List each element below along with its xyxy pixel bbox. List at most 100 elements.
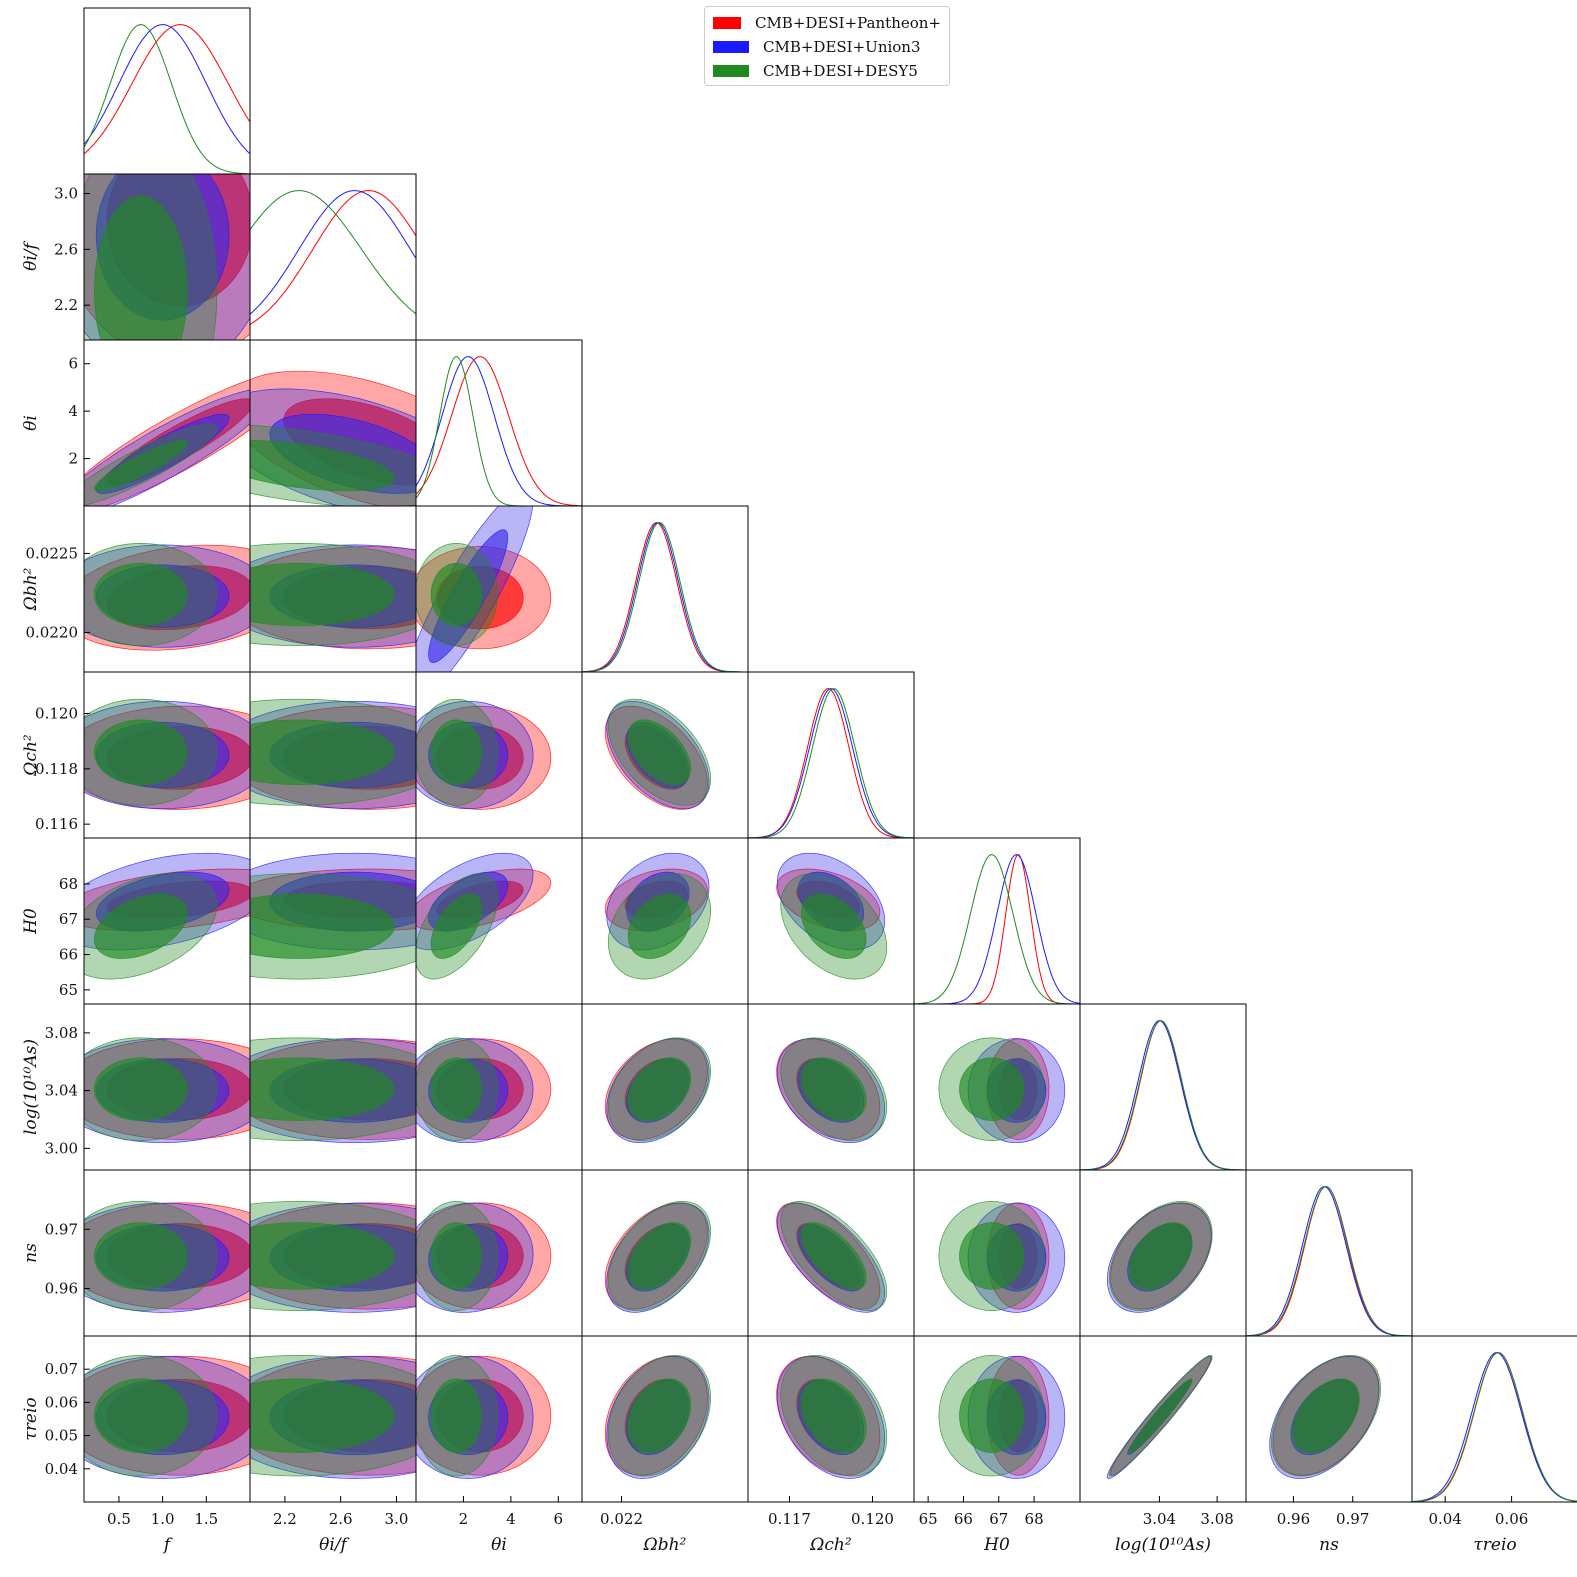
y-tick-label-logA: 3.08 — [45, 1024, 78, 1042]
panel-ns-theta_i — [416, 1200, 552, 1313]
panel-frame — [1411, 1335, 1577, 1503]
panel-omega_c-omega_b — [604, 698, 711, 810]
panel-frame — [1079, 1003, 1247, 1171]
panel-logA-omega_b — [604, 1037, 711, 1144]
marginal-curve-tau-0 — [1412, 1352, 1577, 1502]
contour-ns-tau-s2-level2 — [1292, 1378, 1360, 1453]
contour-theta_f-omega_c-s2-level2 — [250, 719, 395, 785]
marginal-curve-tau-2 — [1412, 1352, 1577, 1502]
y-tick-label-H0: 67 — [59, 910, 78, 928]
x-tick-label-omega_c: 0.120 — [851, 1510, 894, 1528]
panel-logA-omega_c — [776, 1037, 888, 1144]
legend: CMB+DESI+Pantheon+ CMB+DESI+Union3 CMB+D… — [704, 6, 950, 86]
contour-f-logA-s2-level2 — [93, 1057, 188, 1121]
panel-ns-omega_b — [604, 1200, 711, 1313]
contour-H0-ns-s2-level2 — [959, 1222, 1025, 1290]
contour-f-ns-s2-level2 — [93, 1222, 188, 1290]
panel-H0-theta_i — [416, 852, 552, 980]
panel-theta_i-theta_f — [250, 370, 416, 506]
contour-theta_f-theta_i-s2-level2 — [250, 440, 395, 492]
x-axis-label-ns: ns — [1319, 1535, 1339, 1555]
contour-theta_f-tau-s2-level2 — [250, 1378, 395, 1453]
x-tick-label-logA: 3.04 — [1143, 1510, 1176, 1528]
y-tick-label-omega_c: 0.118 — [35, 760, 78, 778]
panel-logA-f — [84, 1037, 250, 1144]
x-tick-label-H0: 65 — [919, 1510, 938, 1528]
contour-theta_f-omega_b-s2-level2 — [250, 562, 395, 627]
legend-swatch-desy5 — [713, 65, 749, 77]
y-axis-label-H0: H0 — [21, 908, 41, 935]
marginal-curve-tau-1 — [1412, 1352, 1577, 1502]
x-tick-label-omega_c: 0.117 — [768, 1510, 811, 1528]
contour-H0-logA-s2-level2 — [959, 1057, 1025, 1121]
panel-tau-theta_i — [416, 1354, 552, 1479]
panel-ns-logA — [1106, 1200, 1213, 1313]
x-tick-label-theta_i: 2 — [459, 1510, 469, 1528]
panel-ns-omega_c — [776, 1201, 888, 1313]
contour-omega_c-ns-s2-level2 — [801, 1222, 867, 1290]
y-tick-label-tau: 0.04 — [45, 1460, 78, 1478]
contour-logA-ns-s2-level2 — [1129, 1222, 1193, 1290]
marginal-curve-omega_c-1 — [748, 688, 914, 838]
panel-frame — [1245, 1169, 1413, 1337]
contour-theta_i-omega_b-s2-level2 — [430, 562, 482, 627]
panel-H0-omega_b — [604, 852, 711, 980]
marginal-curve-ns-2 — [1246, 1186, 1412, 1336]
panel-frame — [415, 339, 583, 507]
panel-omega_b-theta_f — [250, 543, 416, 650]
y-tick-label-tau: 0.06 — [45, 1393, 78, 1411]
contour-theta_i-ns-s2-level2 — [430, 1222, 482, 1290]
y-tick-label-ns: 0.97 — [45, 1220, 78, 1238]
panel-logA-theta_i — [416, 1037, 552, 1144]
marginal-curve-ns-0 — [1246, 1186, 1412, 1336]
marginal-curve-theta_f-2 — [250, 190, 416, 315]
x-tick-label-tau: 0.06 — [1495, 1510, 1528, 1528]
x-tick-label-f: 1.5 — [194, 1510, 218, 1528]
x-tick-label-H0: 66 — [954, 1510, 973, 1528]
x-tick-label-theta_f: 2.6 — [329, 1510, 353, 1528]
marginal-curve-theta_i-2 — [416, 356, 582, 506]
marginal-curve-theta_i-1 — [416, 356, 582, 506]
contour-theta_i-H0-s2-level2 — [430, 893, 482, 959]
panel-H0-f — [84, 852, 250, 980]
contour-omega_c-tau-s2-level2 — [801, 1378, 867, 1453]
marginal-curve-H0-1 — [914, 854, 1080, 1004]
panel-ns-ns — [1246, 1186, 1412, 1336]
x-tick-label-theta_f: 2.2 — [273, 1510, 297, 1528]
contour-f-H0-s2-level2 — [94, 893, 188, 959]
x-tick-label-ns: 0.96 — [1277, 1510, 1310, 1528]
panel-H0-theta_f — [250, 852, 416, 980]
x-axis-label-H0: H0 — [983, 1535, 1010, 1555]
y-tick-label-theta_i: 4 — [68, 402, 78, 420]
x-tick-label-theta_i: 6 — [554, 1510, 564, 1528]
x-tick-label-theta_i: 4 — [506, 1510, 516, 1528]
legend-label-desy5: CMB+DESI+DESY5 — [763, 62, 918, 80]
panel-frame — [913, 837, 1081, 1005]
x-axis-label-logA: log(10¹⁰As) — [1115, 1535, 1211, 1555]
marginal-curve-omega_c-2 — [748, 688, 914, 838]
marginal-curve-f-1 — [84, 24, 250, 155]
panel-tau-theta_f — [250, 1354, 416, 1479]
contour-theta_f-H0-s2-level2 — [250, 893, 395, 959]
contour-theta_i-omega_c-s2-level2 — [430, 719, 482, 785]
contour-omega_b-tau-s2-level2 — [627, 1378, 692, 1453]
panel-omega_b-theta_i — [416, 506, 552, 672]
marginal-curve-f-0 — [84, 24, 250, 155]
panel-tau-omega_b — [604, 1354, 711, 1479]
y-tick-label-H0: 65 — [59, 981, 78, 999]
panel-omega_b-f — [84, 543, 250, 651]
y-axis-label-theta_f: θi/f — [21, 240, 41, 270]
legend-swatch-union3 — [713, 41, 749, 53]
legend-label-union3: CMB+DESI+Union3 — [763, 38, 921, 56]
y-tick-label-theta_f: 2.2 — [54, 296, 78, 314]
panel-theta_f-f — [84, 174, 250, 340]
panel-frame — [249, 173, 417, 341]
legend-label-pantheon: CMB+DESI+Pantheon+ — [754, 14, 941, 32]
panel-logA-theta_f — [250, 1037, 416, 1144]
contour-omega_b-ns-s2-level2 — [627, 1222, 692, 1290]
marginal-curve-H0-2 — [914, 854, 1080, 1004]
x-axis-label-tau: τreio — [1473, 1535, 1516, 1555]
y-tick-label-H0: 66 — [59, 946, 78, 964]
panel-theta_i-f — [84, 379, 250, 506]
contour-omega_b-logA-s2-level2 — [627, 1057, 692, 1121]
